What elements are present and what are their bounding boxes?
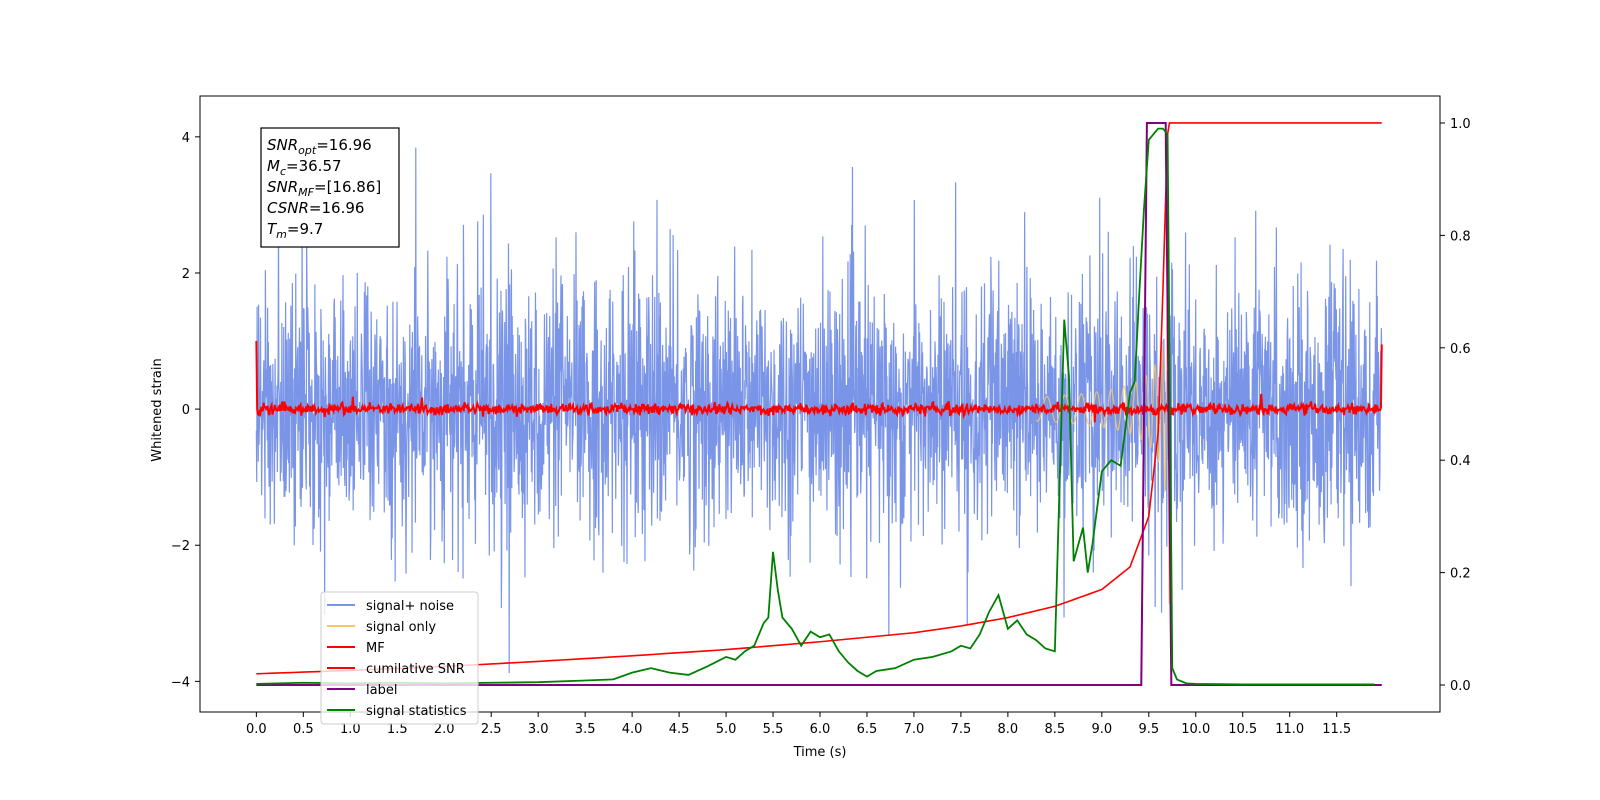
- y-left-tick-label: 4: [182, 131, 190, 146]
- x-tick-label: 9.0: [1091, 722, 1112, 737]
- y-axis-label: Whitened strain: [150, 358, 165, 461]
- x-tick-label: 0.5: [293, 722, 314, 737]
- legend-label: signal+ noise: [366, 599, 454, 614]
- x-tick-label: 10.0: [1181, 722, 1210, 737]
- x-tick-label: 11.5: [1322, 722, 1351, 737]
- x-tick-label: 8.5: [1045, 722, 1066, 737]
- y-left-tick-label: 2: [182, 267, 190, 282]
- x-tick-label: 2.5: [481, 722, 502, 737]
- x-tick-label: 4.5: [669, 722, 690, 737]
- x-tick-label: 7.5: [951, 722, 972, 737]
- legend: signal+ noise signal only MF cumilative SNR…: [320, 591, 479, 725]
- x-tick-label: 2.0: [434, 722, 455, 737]
- series-signal-noise: [255, 147, 1383, 674]
- x-tick-label: 11.0: [1275, 722, 1304, 737]
- x-tick-label: 3.5: [575, 722, 596, 737]
- legend-label: cumilative SNR: [366, 662, 465, 677]
- legend-label: MF: [366, 641, 385, 656]
- series-cumulative-snr: [256, 122, 1382, 675]
- y-right-tick-label: 0.6: [1450, 342, 1471, 357]
- y-right-tick-label: 0.0: [1450, 679, 1471, 694]
- x-tick-label: 3.0: [528, 722, 549, 737]
- x-tick-label: 7.0: [904, 722, 925, 737]
- series-signal-only: [1035, 293, 1171, 605]
- x-tick-label: 5.0: [716, 722, 737, 737]
- x-tick-label: 6.0: [810, 722, 831, 737]
- annotation-line: SNRMF=[16.86]: [267, 178, 381, 199]
- annotation-line: Mc=36.57: [267, 157, 342, 178]
- series-label: [256, 121, 1382, 687]
- y-left-tick-label: 0: [182, 403, 190, 418]
- series-mf: [255, 341, 1383, 423]
- x-tick-label: 6.5: [857, 722, 878, 737]
- y-left-tick-label: −2: [171, 539, 190, 554]
- x-tick-label: 1.0: [340, 722, 361, 737]
- axes: 0.0 0.5 1.0 1.5 2.0 2.5 3.0 3.5 4.0 4.5 5.0 5.5 6.0 6…: [150, 117, 1471, 760]
- legend-label: label: [366, 683, 397, 698]
- x-tick-label: 9.5: [1138, 722, 1159, 737]
- x-tick-label: 4.0: [622, 722, 643, 737]
- y-right-tick-label: 0.8: [1450, 229, 1471, 244]
- y-right-tick-label: 0.2: [1450, 567, 1471, 582]
- legend-label: signal statistics: [366, 704, 467, 719]
- y-left-tick-label: −4: [171, 675, 190, 690]
- annotation-line: Tm=9.7: [267, 220, 323, 241]
- legend-label: signal only: [366, 620, 436, 635]
- series-signal-statistics: [256, 127, 1375, 686]
- y-right-tick-label: 0.4: [1450, 454, 1471, 469]
- annotation-frame: [260, 127, 400, 248]
- x-tick-label: 8.0: [998, 722, 1019, 737]
- x-tick-label: 0.0: [246, 722, 267, 737]
- annotation-box: SNRopt=16.96Mc=36.57SNRMF=[16.86]CSNR=16…: [260, 127, 400, 248]
- annotation-line: SNRopt=16.96: [267, 136, 372, 157]
- y-right-tick-label: 1.0: [1450, 117, 1471, 132]
- x-tick-label: 5.5: [763, 722, 784, 737]
- x-tick-label: 1.5: [387, 722, 408, 737]
- annotation-line: CSNR=16.96: [267, 199, 364, 217]
- plot-series: [255, 121, 1383, 687]
- x-axis-label: Time (s): [793, 745, 847, 760]
- legend-frame: [320, 591, 479, 725]
- x-tick-label: 10.5: [1228, 722, 1257, 737]
